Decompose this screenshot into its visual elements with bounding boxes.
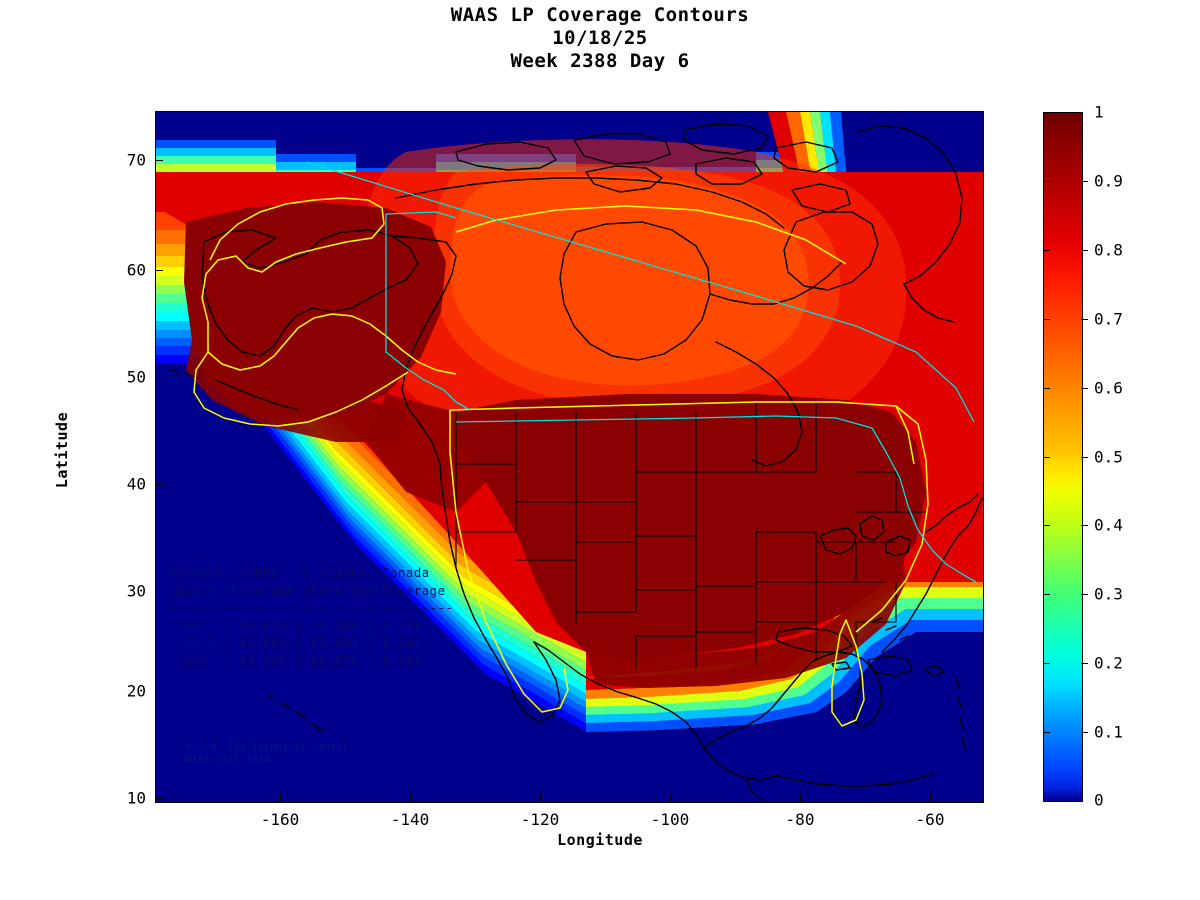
y-tick-mark <box>155 377 163 378</box>
colorbar-tick-label: 0 <box>1094 790 1104 810</box>
x-axis-title: Longitude <box>557 831 643 849</box>
y-tick-label: 30 <box>126 581 146 601</box>
x-tick-mark <box>280 793 281 801</box>
y-tick-mark <box>155 270 163 271</box>
stats-header-row-1: Percent| CONUS | Alaska |Canada <box>168 565 430 580</box>
coverage-stats-table: Percent| CONUS | Alaska |Canada Avail.|C… <box>168 564 453 669</box>
colorbar-tick-mark-inner <box>1043 594 1050 595</box>
y-tick-mark <box>155 591 163 592</box>
colorbar-tick-mark <box>1081 250 1088 251</box>
colorbar-tick-label: 0.1 <box>1094 722 1123 742</box>
colorbar-tick-mark-inner <box>1043 250 1050 251</box>
colorbar-tick-label: 0.4 <box>1094 515 1123 535</box>
colorbar-tick-label: 0.2 <box>1094 653 1123 673</box>
y-tick-mark <box>155 798 163 799</box>
colorbar-tick-label: 0.8 <box>1094 240 1123 260</box>
x-tick-label: -60 <box>915 810 945 829</box>
y-tick-mark <box>155 484 163 485</box>
colorbar-tick-mark <box>1081 525 1088 526</box>
chart-title-block: WAAS LP Coverage Contours 10/18/25 Week … <box>0 4 1200 73</box>
contour-field: Percent| CONUS | Alaska |Canada Avail.|C… <box>156 112 983 802</box>
table-row: 100 | 85.34% | 62.27% | 1.24% <box>168 652 422 668</box>
colorbar-tick-mark <box>1081 181 1088 182</box>
colorbar-tick-mark-inner <box>1043 663 1050 664</box>
y-tick-label: 40 <box>126 474 146 494</box>
contour-bands-svg <box>156 112 983 802</box>
title-line-1: WAAS LP Coverage Contours <box>450 4 750 26</box>
colorbar-tick-mark <box>1081 594 1088 595</box>
colorbar-tick-mark <box>1081 319 1088 320</box>
stats-divider: ------------------------------------ <box>168 600 454 615</box>
y-tick-label: 50 <box>126 367 146 387</box>
colorbar-tick-label: 0.3 <box>1094 584 1123 604</box>
y-tick-mark <box>155 691 163 692</box>
colorbar-tick-mark-inner <box>1043 388 1050 389</box>
colorbar-tick-mark <box>1081 457 1088 458</box>
colorbar-tick-mark-inner <box>1043 732 1050 733</box>
colorbar-tick-label: 0.7 <box>1094 309 1123 329</box>
y-tick-label: 60 <box>126 260 146 280</box>
y-axis-title: Latitude <box>53 411 71 489</box>
credit-text: W.J.H. FAA Technical Center WAAS Test Te… <box>186 742 349 766</box>
x-tick-mark <box>930 793 931 801</box>
colorbar-tick-mark <box>1081 732 1088 733</box>
y-tick-mark <box>155 160 163 161</box>
colorbar-tick-mark-inner <box>1043 525 1050 526</box>
credit-line-2: WAAS Test Team <box>186 754 271 765</box>
x-tick-label: -160 <box>260 810 300 829</box>
stats-header-row-2: Avail.|Coverage |Coverage|Coverage <box>168 582 446 598</box>
x-tick-label: -100 <box>650 810 690 829</box>
colorbar-tick-mark-inner <box>1043 181 1050 182</box>
coverage-map-plot: Percent| CONUS | Alaska |Canada Avail.|C… <box>155 111 984 803</box>
colorbar-tick-mark-inner <box>1043 457 1050 458</box>
table-row: 99.9 | 85.60% | 63.60% | 1.24% <box>168 635 422 650</box>
title-line-2: 10/18/25 <box>552 27 648 49</box>
colorbar-gradient <box>1044 113 1082 801</box>
y-tick-label: 10 <box>126 788 146 808</box>
colorbar-tick-label: 1 <box>1094 102 1104 122</box>
credit-line-1: W.J.H. FAA Technical Center <box>186 742 349 753</box>
x-tick-mark <box>670 793 671 801</box>
colorbar-tick-mark <box>1081 388 1088 389</box>
x-tick-mark <box>800 793 801 801</box>
x-tick-label: -120 <box>520 810 560 829</box>
y-tick-label: 20 <box>126 681 146 701</box>
colorbar-tick-label: 0.9 <box>1094 171 1123 191</box>
title-line-3: Week 2388 Day 6 <box>510 50 690 72</box>
x-tick-mark <box>540 793 541 801</box>
colorbar-tick-mark <box>1081 663 1088 664</box>
table-row: 99 | 88.07% | 71.36% | 3.11% <box>168 617 422 633</box>
colorbar-tick-label: 0.6 <box>1094 378 1123 398</box>
x-tick-label: -140 <box>390 810 430 829</box>
x-tick-label: -80 <box>785 810 815 829</box>
y-tick-label: 70 <box>126 150 146 170</box>
colorbar-tick-mark-inner <box>1043 319 1050 320</box>
x-tick-mark <box>410 793 411 801</box>
colorbar-tick-label: 0.5 <box>1094 447 1123 467</box>
